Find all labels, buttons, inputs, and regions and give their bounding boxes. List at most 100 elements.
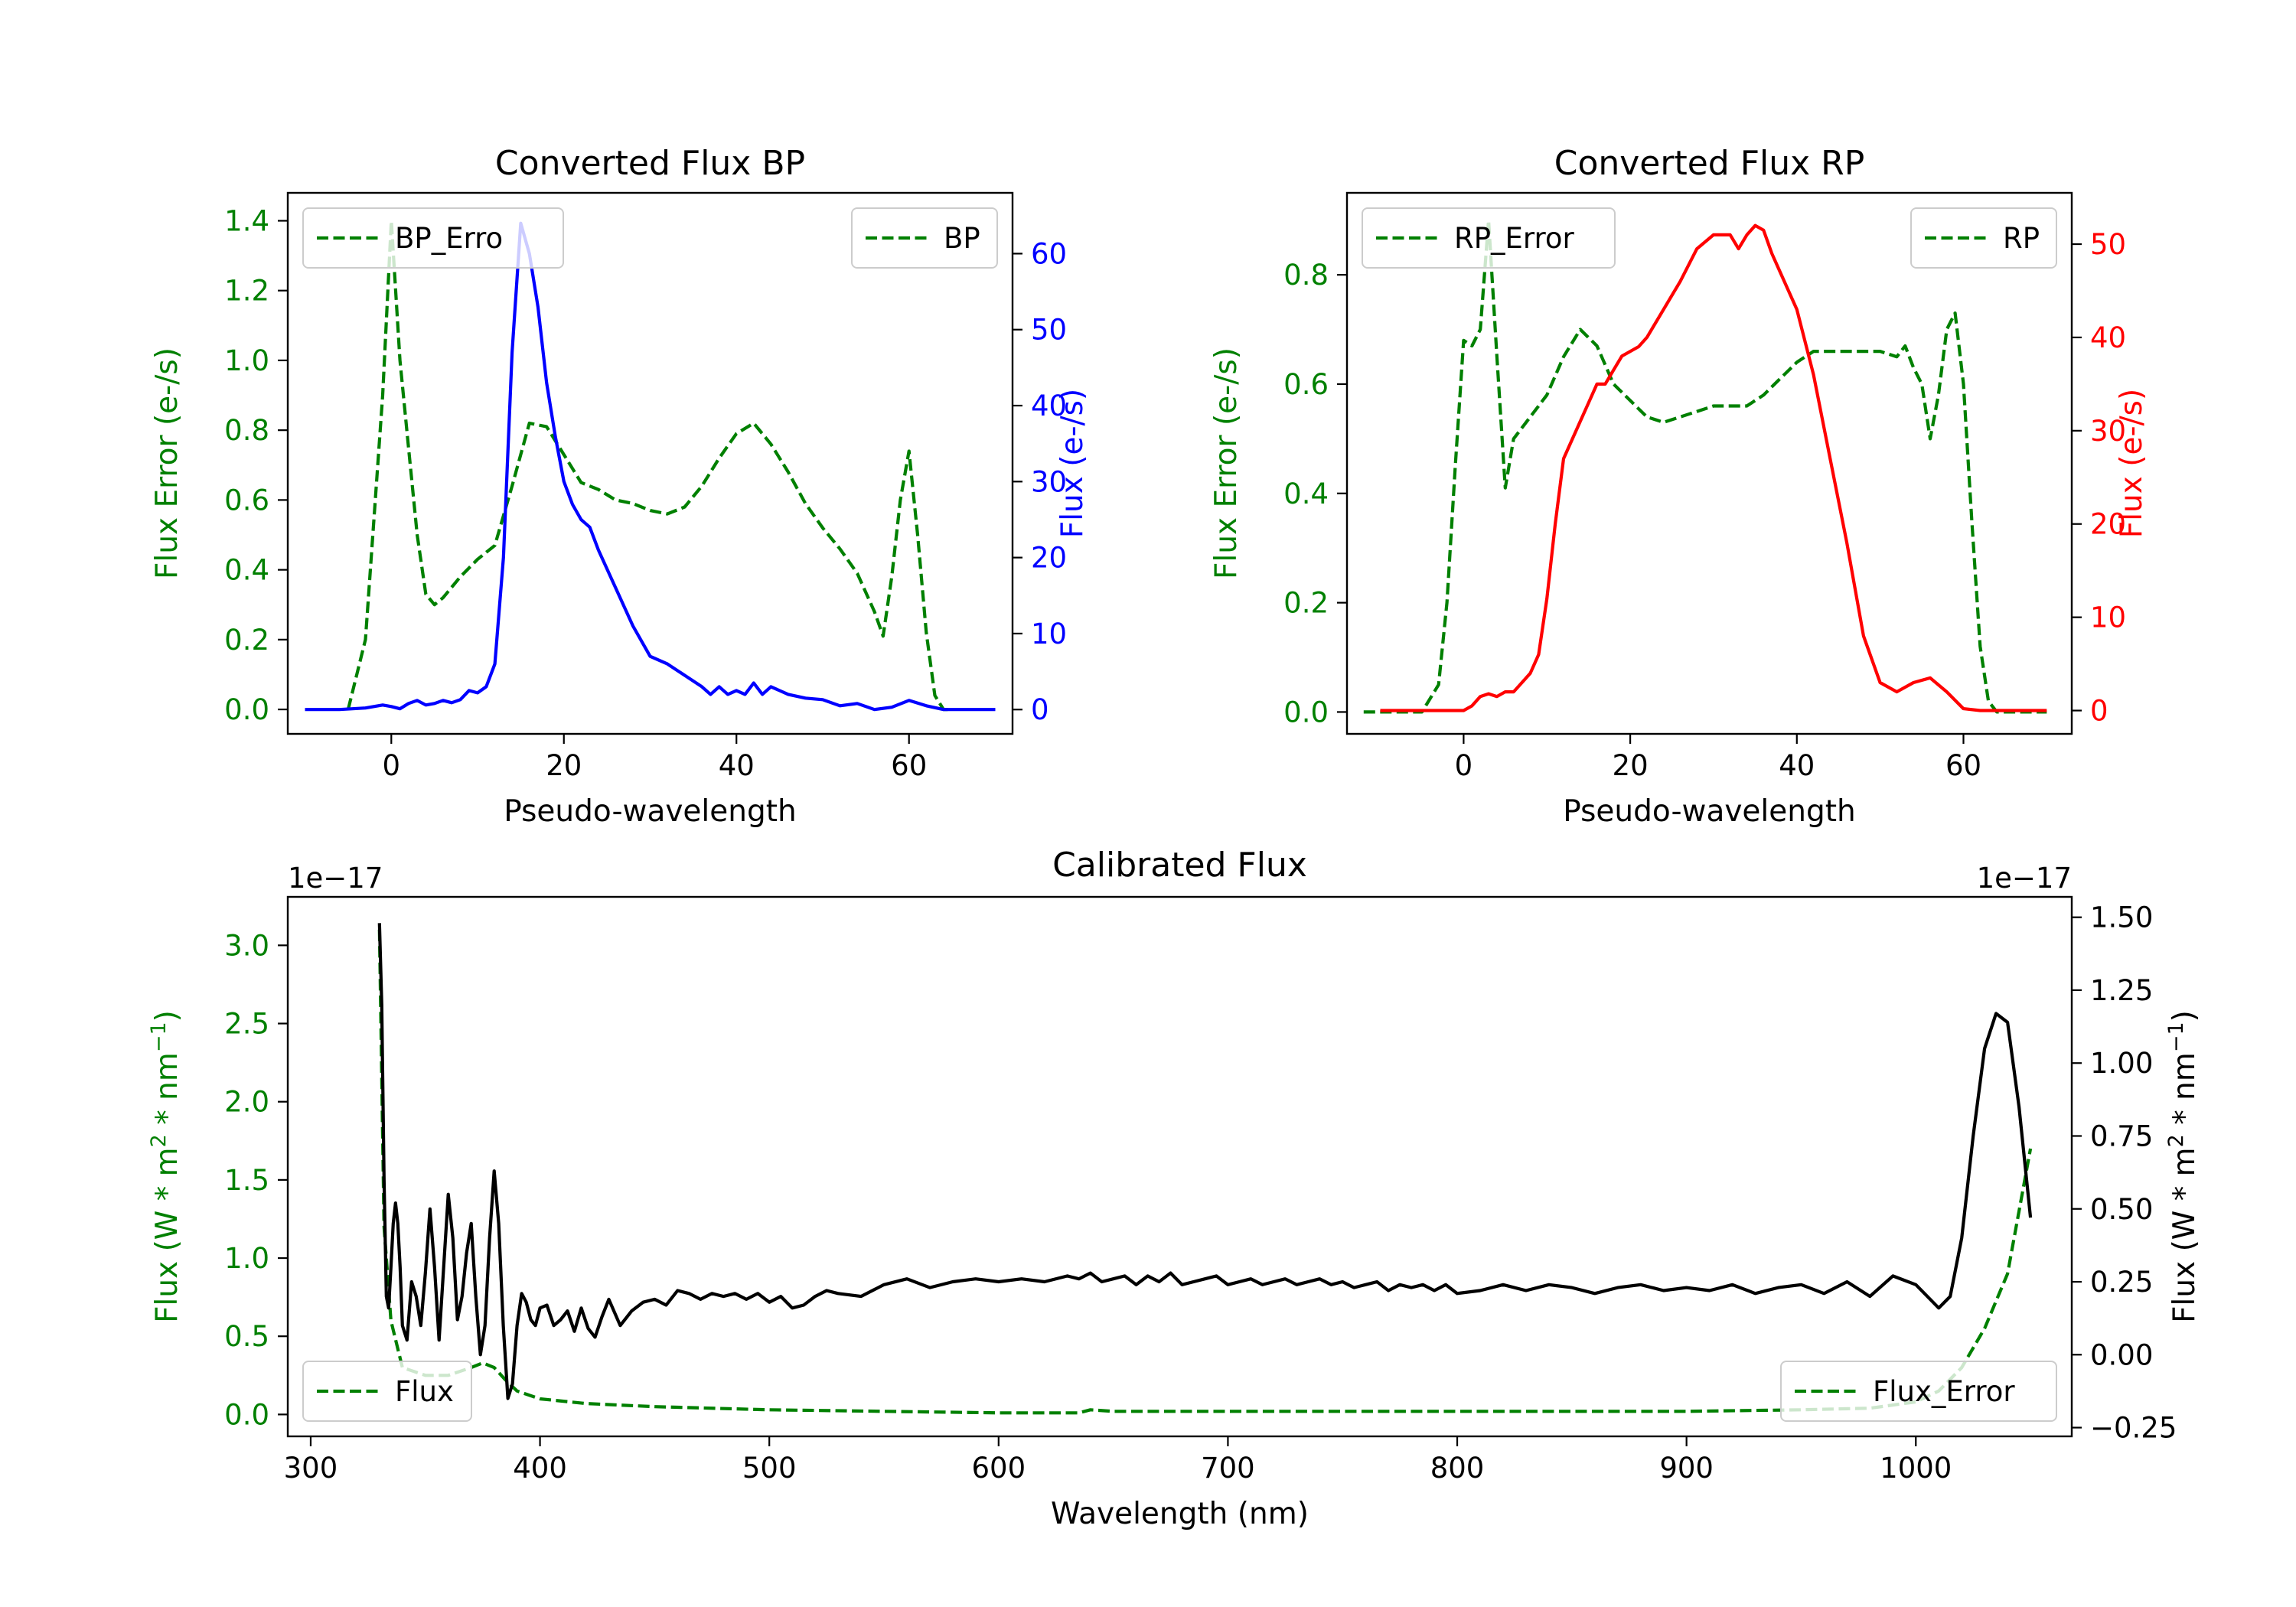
left-axis-label: Flux (W * m2 * nm−1)	[147, 1010, 185, 1323]
legend-label: Flux_Error	[1873, 1375, 2015, 1408]
left-tick-label: 2.5	[224, 1008, 269, 1041]
right-tick-label: 1.25	[2090, 974, 2153, 1007]
left-tick-label: 1.0	[224, 1242, 269, 1275]
left-tick-label: 0.8	[1283, 259, 1329, 292]
left-tick-label: 0.6	[1283, 368, 1329, 401]
legend-upper-left: BP_Erro	[302, 207, 564, 269]
x-axis-label: Wavelength (nm)	[1051, 1497, 1309, 1531]
left-tick-label: 1.5	[224, 1164, 269, 1197]
chart-panel-1: Converted Flux BP 0 20 40 60 Pseudo-wavelengt…	[150, 144, 1090, 829]
left-axis-label: Flux Error (e-/s)	[1209, 347, 1244, 579]
right-tick-label: 10	[1031, 618, 1067, 650]
legend-label: Flux	[395, 1375, 454, 1408]
left-tick-label: 1.0	[224, 344, 269, 377]
legend-label: RP	[2003, 222, 2040, 255]
right-tick-label: 0	[2090, 695, 2108, 728]
right-tick-label: 0	[1031, 693, 1049, 726]
legend-box	[1780, 1361, 2057, 1422]
left-tick-label: 0.8	[224, 414, 269, 447]
right-axis-offset-label: 1e−17	[1977, 862, 2072, 895]
legend-lower-left: Flux	[302, 1361, 472, 1422]
plot-frame	[286, 191, 1014, 735]
x-axis-label: Pseudo-wavelength	[504, 794, 796, 829]
x-tick-label: 300	[284, 1452, 338, 1485]
left-tick-label: 0.0	[1283, 696, 1329, 729]
plot-frame	[1345, 191, 2073, 735]
series-line-flux	[377, 923, 2033, 1400]
right-tick-label: 30	[1031, 465, 1067, 498]
left-tick-label: 0.0	[224, 693, 269, 726]
legend-box	[1362, 207, 1616, 269]
right-tick-label: 1.50	[2090, 901, 2153, 934]
x-tick-label: 700	[1201, 1452, 1255, 1485]
x-tick-label: 40	[1779, 749, 1815, 782]
x-tick-label: 60	[891, 749, 927, 782]
legend-label: RP_Error	[1454, 222, 1574, 255]
chart-title: Converted Flux RP	[1554, 144, 1865, 183]
left-tick-label: 1.4	[224, 204, 269, 237]
left-tick-label: 3.0	[224, 929, 269, 962]
right-tick-label: 0.75	[2090, 1120, 2153, 1152]
chart-panel-3: Calibrated Flux 300 400 500 600 700 800 900 1000…	[147, 846, 2203, 1531]
right-tick-label: 40	[2090, 321, 2126, 354]
right-tick-label: 0.50	[2090, 1193, 2153, 1226]
plot-frame	[286, 895, 2073, 1438]
x-tick-label: 20	[1613, 749, 1649, 782]
legend-box	[302, 207, 564, 269]
right-tick-label: 50	[1031, 314, 1067, 347]
chart-panel-2: Converted Flux RP 0 20 40 60 Pseudo-wavelengt…	[1209, 144, 2149, 829]
x-tick-label: 20	[546, 749, 582, 782]
series-line-rp-error	[1363, 218, 2047, 714]
legend-label: BP_Erro	[395, 222, 503, 255]
x-tick-label: 0	[383, 749, 401, 782]
series-line-flux-error	[377, 929, 2033, 1415]
x-tick-label: 600	[971, 1452, 1026, 1485]
right-tick-label: 30	[2090, 415, 2126, 448]
chart-title: Calibrated Flux	[1052, 846, 1307, 885]
legend-upper-right: BP	[851, 207, 998, 269]
right-tick-label: 1.00	[2090, 1047, 2153, 1080]
legend-lower-right: Flux_Error	[1780, 1361, 2057, 1422]
right-tick-label: 50	[2090, 228, 2126, 261]
x-tick-label: 0	[1455, 749, 1473, 782]
x-tick-label: 900	[1659, 1452, 1714, 1485]
left-axis-label: Flux Error (e-/s)	[150, 347, 184, 579]
left-tick-label: 2.0	[224, 1086, 269, 1119]
left-tick-label: 0.2	[1283, 587, 1329, 620]
series-line-bp-error	[346, 219, 953, 712]
left-tick-label: 0.2	[224, 624, 269, 657]
series-line-rp	[1380, 223, 2047, 712]
x-tick-label: 800	[1430, 1452, 1485, 1485]
x-tick-label: 500	[742, 1452, 797, 1485]
left-tick-label: 0.4	[224, 554, 269, 587]
right-tick-label: 60	[1031, 237, 1067, 270]
x-tick-label: 60	[1945, 749, 1981, 782]
right-axis-label: Flux (W * m2 * nm−1)	[2164, 1010, 2203, 1323]
right-tick-label: 0.00	[2090, 1338, 2153, 1371]
x-axis-label: Pseudo-wavelength	[1563, 794, 1855, 829]
x-tick-label: 400	[513, 1452, 567, 1485]
legend-box	[302, 1361, 472, 1422]
left-tick-label: 0.0	[224, 1398, 269, 1431]
right-tick-label: 20	[1031, 542, 1067, 575]
left-tick-label: 1.2	[224, 275, 269, 308]
left-tick-label: 0.5	[224, 1320, 269, 1353]
right-tick-label: −0.25	[2090, 1412, 2177, 1445]
left-tick-label: 0.6	[224, 484, 269, 517]
legend-label: BP	[944, 222, 980, 255]
right-tick-label: 40	[1031, 390, 1067, 422]
chart-title: Converted Flux BP	[495, 144, 805, 183]
right-tick-label: 20	[2090, 508, 2126, 541]
legend-upper-right: RP	[1910, 207, 2057, 269]
right-axis-label: Flux (e-/s)	[2115, 389, 2149, 538]
left-axis-offset-label: 1e−17	[288, 862, 383, 895]
legend-upper-left: RP_Error	[1362, 207, 1616, 269]
left-tick-label: 0.4	[1283, 478, 1329, 510]
x-tick-label: 1000	[1880, 1452, 1952, 1485]
series-line-bp	[305, 221, 996, 712]
right-tick-label: 10	[2090, 601, 2126, 634]
x-tick-label: 40	[719, 749, 755, 782]
right-tick-label: 0.25	[2090, 1266, 2153, 1299]
right-axis-label: Flux (e-/s)	[1055, 389, 1090, 538]
